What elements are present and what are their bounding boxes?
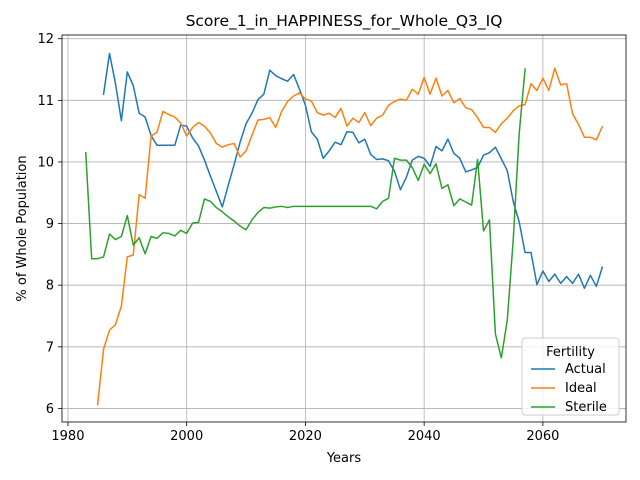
y-tick-label: 8 (46, 279, 54, 294)
y-axis-label: % of Whole Population (15, 155, 30, 301)
legend: Fertility Actual Ideal Sterile (521, 337, 620, 416)
plot-area-frame (61, 34, 627, 423)
y-tick-label: 10 (37, 155, 54, 170)
series-line-sterile (84, 68, 526, 359)
series-line-actual (102, 52, 604, 290)
legend-box (521, 337, 620, 416)
y-tick-label: 9 (46, 217, 54, 232)
x-tick-label: 2040 (408, 429, 441, 444)
series-lines (84, 52, 604, 406)
legend-entry-actual: Actual (565, 362, 606, 377)
legend-title: Fertility (546, 345, 595, 360)
chart-title: Score_1_in_HAPPINESS_for_Whole_Q3_IQ (186, 12, 503, 31)
y-tick-label: 7 (46, 340, 54, 355)
legend-entry-sterile: Sterile (565, 400, 607, 415)
x-tick-label: 2000 (170, 429, 203, 444)
x-tick-label: 2020 (289, 429, 322, 444)
legend-entry-ideal: Ideal (565, 381, 597, 396)
y-tick-label: 6 (46, 402, 54, 417)
series-line-ideal (96, 67, 604, 406)
y-tick-label: 11 (37, 94, 54, 109)
x-axis-label: Years (326, 451, 362, 466)
x-tick-label: 1980 (51, 429, 84, 444)
y-tick-label: 12 (37, 32, 54, 47)
axis-ticks: 1980 2000 2020 2040 2060 6 7 8 9 10 11 12 (37, 32, 559, 444)
x-tick-label: 2060 (526, 429, 559, 444)
